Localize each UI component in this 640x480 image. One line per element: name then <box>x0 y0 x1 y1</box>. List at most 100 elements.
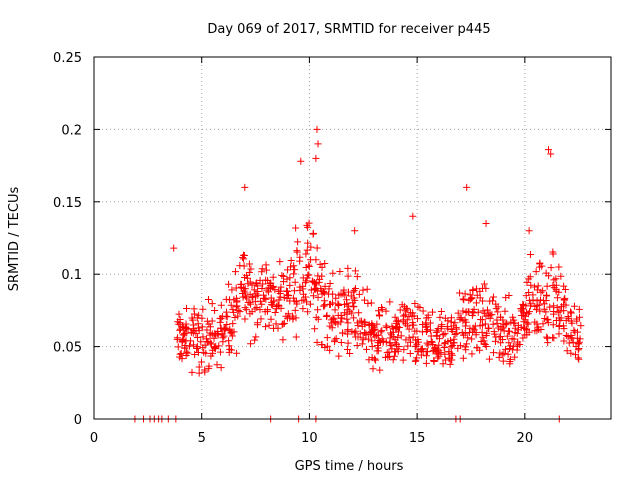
data-point <box>468 350 476 358</box>
data-point <box>389 356 397 364</box>
y-tick-label: 0.2 <box>61 123 82 138</box>
data-point <box>303 246 311 254</box>
data-point <box>256 297 264 305</box>
data-point <box>265 288 273 296</box>
data-point <box>246 298 254 306</box>
data-point <box>217 315 225 323</box>
data-point <box>575 305 583 313</box>
data-point <box>414 303 422 311</box>
x-axis-label: GPS time / hours <box>295 459 404 474</box>
data-point <box>280 319 288 327</box>
data-point <box>276 258 284 266</box>
data-point <box>336 267 344 275</box>
data-point <box>574 328 581 336</box>
data-point <box>424 348 432 356</box>
data-point <box>400 318 408 326</box>
data-point <box>533 297 541 305</box>
data-point <box>456 289 464 297</box>
data-point <box>533 286 541 294</box>
data-point <box>491 330 499 338</box>
data-point <box>524 320 532 328</box>
data-point <box>550 276 558 284</box>
data-point <box>232 294 240 302</box>
chart-title: Day 069 of 2017, SRMTID for receiver p44… <box>207 22 490 37</box>
data-point <box>397 332 405 340</box>
data-point <box>210 334 218 342</box>
data-point <box>527 281 535 289</box>
data-point <box>492 300 500 308</box>
data-point <box>481 320 489 328</box>
data-point <box>457 314 465 322</box>
data-point <box>576 335 584 343</box>
data-point <box>511 319 519 327</box>
data-point <box>228 332 236 340</box>
data-point <box>263 307 271 315</box>
data-point <box>199 333 207 341</box>
x-tick-label: 5 <box>198 431 206 446</box>
data-point <box>195 369 203 377</box>
data-point <box>517 323 525 331</box>
data-point <box>211 306 219 314</box>
data-point <box>370 323 378 331</box>
data-point <box>525 288 533 296</box>
data-point <box>394 334 402 342</box>
data-point <box>254 319 262 327</box>
data-point <box>340 286 348 294</box>
data-point <box>461 343 469 351</box>
data-point <box>474 308 482 316</box>
data-point <box>573 315 581 323</box>
data-point <box>210 343 218 351</box>
x-tick-label: 15 <box>409 431 426 446</box>
data-point <box>182 320 190 328</box>
data-point <box>201 366 209 374</box>
data-point <box>231 268 239 276</box>
data-point <box>414 315 422 323</box>
data-point <box>468 294 476 302</box>
data-point <box>491 337 499 345</box>
data-point <box>368 342 376 350</box>
data-point <box>405 334 413 342</box>
data-point <box>463 183 471 191</box>
data-point <box>344 339 352 347</box>
data-point <box>407 309 415 317</box>
data-point <box>230 328 238 336</box>
data-point <box>287 256 295 264</box>
data-point <box>344 264 352 272</box>
data-point <box>287 263 295 271</box>
data-point <box>401 311 409 319</box>
data-point <box>560 282 568 290</box>
grid-lines <box>94 57 611 419</box>
data-point <box>241 183 249 191</box>
data-point <box>575 355 583 363</box>
data-point <box>492 305 500 313</box>
data-point <box>533 320 541 328</box>
data-point <box>350 314 358 322</box>
data-point <box>392 324 400 332</box>
data-point <box>313 338 321 346</box>
data-point <box>332 294 340 302</box>
data-point <box>423 322 431 330</box>
data-point <box>323 342 331 350</box>
data-point <box>304 223 312 231</box>
data-point <box>211 345 219 353</box>
data-point <box>504 350 512 358</box>
data-point <box>543 292 551 300</box>
data-point <box>343 300 351 308</box>
plot-frame <box>93 56 612 420</box>
data-point <box>459 307 467 315</box>
data-point <box>180 323 188 331</box>
data-point <box>500 327 508 335</box>
data-point <box>266 285 274 293</box>
data-point <box>575 338 583 346</box>
data-point <box>241 285 249 293</box>
data-point <box>182 351 190 359</box>
data-point <box>310 285 318 293</box>
data-point <box>299 290 307 298</box>
data-point <box>186 342 194 350</box>
data-point <box>199 305 207 313</box>
data-point <box>233 349 241 357</box>
data-point <box>479 307 487 315</box>
data-point <box>309 292 317 300</box>
data-point <box>362 331 370 339</box>
